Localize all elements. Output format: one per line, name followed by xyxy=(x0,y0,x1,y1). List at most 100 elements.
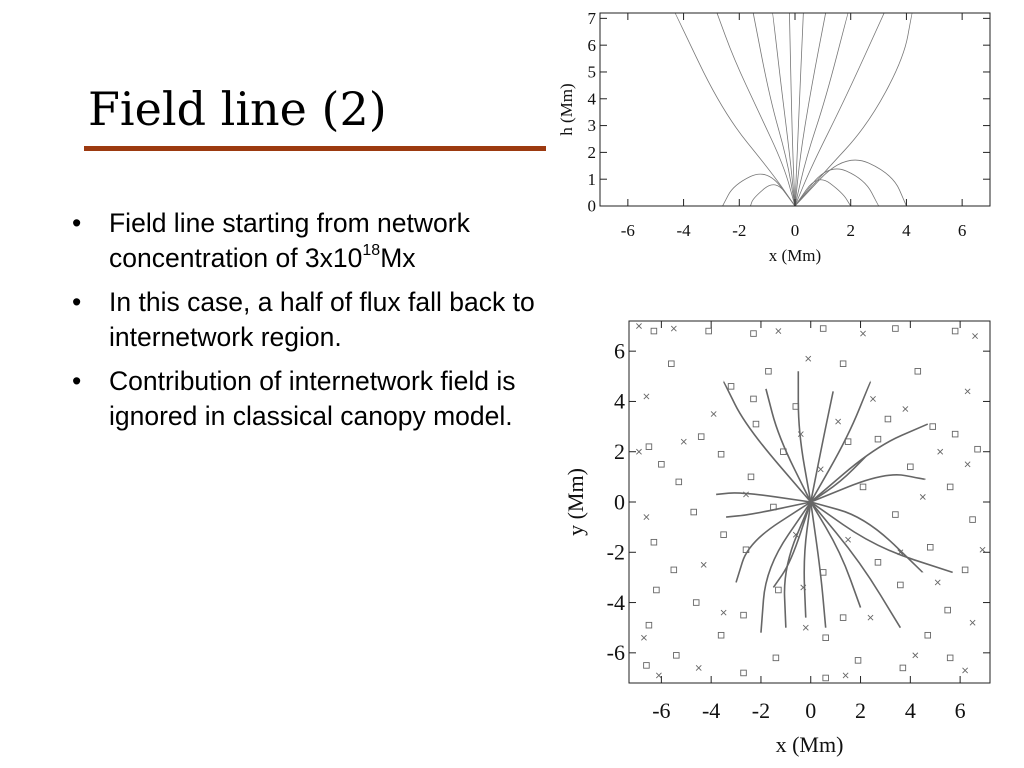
cross-marker-20 xyxy=(643,514,650,521)
field-line-17 xyxy=(810,501,902,629)
bullet-item: In this case, a half of flux fall back t… xyxy=(70,285,540,355)
x-tick-label-5: 4 xyxy=(905,698,916,723)
field-line-14 xyxy=(803,501,812,618)
square-marker-20 xyxy=(658,461,665,468)
square-marker-11 xyxy=(750,395,757,403)
square-marker-59 xyxy=(899,664,907,672)
square-marker-8 xyxy=(765,368,772,375)
square-marker-54 xyxy=(772,654,780,662)
square-marker-27 xyxy=(747,473,755,481)
square-marker-26 xyxy=(675,478,683,486)
field-line-6 xyxy=(794,12,849,207)
square-marker-21 xyxy=(717,450,725,458)
y-tick-label-4: 2 xyxy=(614,439,625,464)
square-marker-35 xyxy=(926,544,934,551)
bullet-item: Field line starting from network concent… xyxy=(70,206,540,276)
title-underline xyxy=(84,146,546,151)
square-marker-7 xyxy=(727,383,735,390)
cross-marker-12 xyxy=(636,448,642,455)
y-tick-label-0: -6 xyxy=(607,640,625,665)
y-tick-label-7: 7 xyxy=(588,9,597,28)
square-marker-24 xyxy=(907,463,914,471)
field-line-16 xyxy=(810,501,862,608)
square-marker-25 xyxy=(974,445,981,453)
y-axis-label: h (Mm) xyxy=(557,83,576,135)
cross-marker-4 xyxy=(972,333,978,340)
field-line-7 xyxy=(810,423,929,503)
cross-marker-16 xyxy=(817,466,824,473)
x-tick-label-4: 2 xyxy=(846,221,855,240)
y-tick-label-2: -2 xyxy=(607,540,625,565)
field-line-5 xyxy=(809,391,834,503)
square-marker-6 xyxy=(668,360,675,367)
cross-marker-14 xyxy=(937,448,944,455)
y-tick-label-5: 4 xyxy=(614,389,625,414)
square-marker-5 xyxy=(951,327,959,335)
cross-marker-23 xyxy=(979,546,986,553)
y-tick-label-4: 4 xyxy=(588,89,597,108)
y-tick-label-0: 0 xyxy=(588,197,597,216)
square-marker-53 xyxy=(673,652,680,659)
field-line-0 xyxy=(716,12,796,207)
square-marker-51 xyxy=(822,634,829,642)
cross-marker-3 xyxy=(860,330,866,337)
cross-marker-31 xyxy=(641,634,647,641)
square-marker-52 xyxy=(924,631,932,639)
square-marker-33 xyxy=(969,516,976,523)
square-marker-56 xyxy=(946,654,954,662)
square-marker-13 xyxy=(884,415,892,423)
square-marker-29 xyxy=(946,483,954,491)
cross-marker-17 xyxy=(964,461,971,468)
cross-marker-10 xyxy=(835,418,842,425)
x-tick-label-6: 6 xyxy=(958,221,967,240)
cross-marker-34 xyxy=(695,664,702,671)
field-line-15 xyxy=(809,501,827,628)
square-marker-60 xyxy=(643,662,650,669)
square-marker-10 xyxy=(914,368,922,375)
field-line-21 xyxy=(810,456,867,503)
square-marker-0 xyxy=(650,327,658,335)
cross-marker-27 xyxy=(934,579,941,586)
square-marker-9 xyxy=(839,360,847,367)
field-line-4 xyxy=(797,371,812,503)
field-line-4 xyxy=(794,12,804,207)
field-line-12 xyxy=(794,179,852,207)
field-line-10 xyxy=(726,501,811,518)
square-marker-3 xyxy=(819,325,827,332)
square-marker-1 xyxy=(705,327,712,335)
square-marker-15 xyxy=(645,443,653,450)
field-line-3 xyxy=(765,388,812,503)
square-marker-55 xyxy=(854,657,862,664)
cross-marker-35 xyxy=(842,672,849,679)
square-marker-49 xyxy=(645,621,653,629)
bullet-list: Field line starting from network concent… xyxy=(70,206,540,443)
x-tick-label-5: 4 xyxy=(902,221,911,240)
field-line-14 xyxy=(794,159,907,207)
field-line-7 xyxy=(794,12,885,207)
y-tick-label-2: 2 xyxy=(588,143,597,162)
field-line-9 xyxy=(716,492,811,503)
bullet-superscript: 18 xyxy=(362,242,381,260)
x-tick-label-0: -6 xyxy=(621,221,635,240)
field-line-3 xyxy=(789,12,796,207)
cross-marker-0 xyxy=(636,323,642,329)
slide-title: Field line (2) xyxy=(88,82,387,136)
square-marker-42 xyxy=(653,586,660,594)
square-marker-32 xyxy=(892,511,899,518)
x-tick-label-2: -2 xyxy=(732,221,746,240)
cross-marker-2 xyxy=(775,328,782,334)
y-tick-label-3: 3 xyxy=(588,116,597,135)
square-marker-18 xyxy=(874,435,882,443)
field-line-11 xyxy=(735,501,812,583)
square-marker-41 xyxy=(961,566,969,574)
x-axis-label: x (Mm) xyxy=(769,246,821,265)
field-line-8 xyxy=(810,474,926,503)
bullet-item: Contribution of internetwork field is ig… xyxy=(70,364,540,434)
cross-marker-37 xyxy=(962,667,969,674)
x-tick-label-4: 2 xyxy=(855,698,866,723)
x-tick-label-1: -4 xyxy=(702,698,720,723)
x-tick-label-3: 0 xyxy=(805,698,816,723)
square-marker-23 xyxy=(844,438,852,445)
